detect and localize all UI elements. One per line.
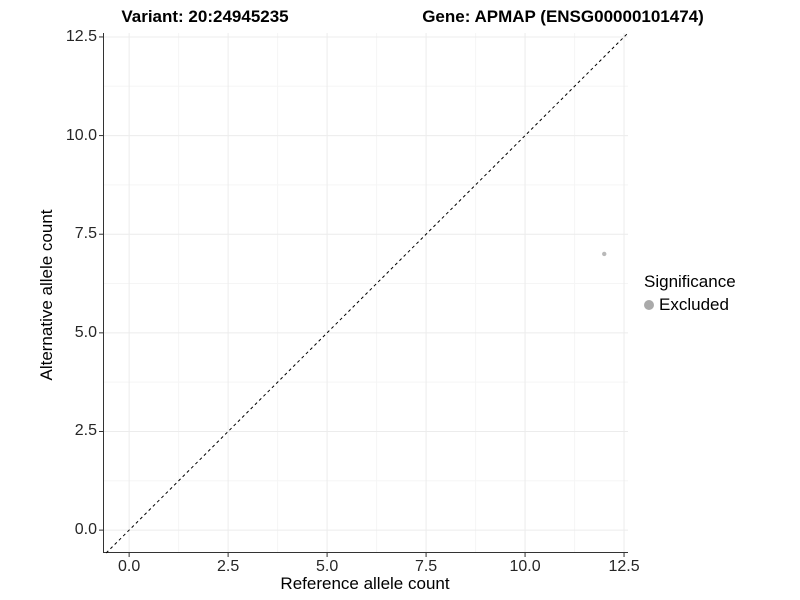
y-tick-label: 12.5: [65, 27, 97, 45]
legend-entry: Excluded: [644, 295, 736, 315]
data-point: [602, 251, 607, 257]
legend-entries: Excluded: [644, 295, 736, 315]
x-tick-label: 7.5: [414, 558, 438, 575]
x-tick-label: 2.5: [216, 558, 240, 575]
y-tick-label: 10.0: [65, 126, 97, 144]
plot-title-variant: Variant: 20:24945235: [121, 7, 289, 26]
legend: Significance Excluded: [644, 272, 736, 315]
plot-title-gene: Gene: APMAP (ENSG00000101474): [422, 7, 704, 26]
x-axis-label: Reference allele count: [280, 574, 450, 593]
y-tick-label: 7.5: [74, 225, 97, 243]
y-tick-label: 0.0: [74, 521, 97, 539]
legend-title: Significance: [644, 272, 736, 291]
y-tick-label: 5.0: [74, 323, 97, 341]
identity-line: [105, 32, 629, 554]
x-tick-label: 5.0: [315, 558, 339, 575]
legend-key-dot-icon: [644, 300, 654, 310]
plot-canvas: [99, 32, 629, 557]
x-tick-label: 12.5: [608, 558, 640, 575]
plot-panel: [99, 32, 629, 557]
legend-entry-label: Excluded: [659, 295, 729, 314]
x-tick-label: 0.0: [118, 558, 141, 575]
y-axis-label: Alternative allele count: [37, 209, 56, 381]
y-tick-label: 2.5: [74, 422, 97, 440]
x-tick-label: 10.0: [509, 558, 541, 575]
